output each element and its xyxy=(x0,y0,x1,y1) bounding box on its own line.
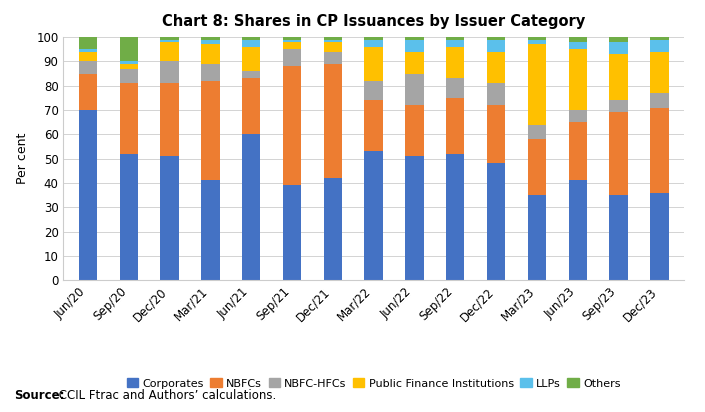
Bar xyxy=(650,37,668,40)
Bar xyxy=(79,49,97,52)
Bar xyxy=(324,52,342,64)
Bar xyxy=(528,44,546,124)
Bar xyxy=(79,74,97,110)
Bar xyxy=(487,37,505,40)
Bar xyxy=(364,151,383,280)
Bar xyxy=(446,98,465,154)
Bar xyxy=(405,52,424,73)
Bar xyxy=(120,61,138,64)
Bar xyxy=(405,40,424,52)
Bar xyxy=(609,100,627,112)
Bar xyxy=(161,37,179,40)
Bar xyxy=(650,193,668,280)
Bar xyxy=(120,64,138,69)
Bar xyxy=(446,40,465,47)
Bar xyxy=(242,78,260,134)
Bar xyxy=(405,73,424,105)
Bar xyxy=(650,52,668,93)
Bar xyxy=(528,195,546,280)
Bar xyxy=(364,100,383,151)
Bar xyxy=(242,40,260,47)
Bar xyxy=(405,105,424,156)
Bar xyxy=(528,124,546,139)
Y-axis label: Per cent: Per cent xyxy=(16,133,30,184)
Legend: Corporates, NBFCs, NBFC-HFCs, Public Finance Institutions, LLPs, Others: Corporates, NBFCs, NBFC-HFCs, Public Fin… xyxy=(127,378,620,389)
Bar xyxy=(120,83,138,154)
Bar xyxy=(650,40,668,52)
Bar xyxy=(283,66,301,185)
Bar xyxy=(283,40,301,42)
Bar xyxy=(364,81,383,100)
Bar xyxy=(324,42,342,52)
Bar xyxy=(120,37,138,61)
Bar xyxy=(79,37,97,49)
Bar xyxy=(161,61,179,83)
Bar xyxy=(324,178,342,280)
Bar xyxy=(242,37,260,40)
Bar xyxy=(528,37,546,40)
Bar xyxy=(161,42,179,61)
Bar xyxy=(487,83,505,105)
Bar xyxy=(568,42,587,49)
Bar xyxy=(609,54,627,100)
Bar xyxy=(650,108,668,193)
Bar xyxy=(609,195,627,280)
Bar xyxy=(161,40,179,42)
Bar xyxy=(201,40,219,44)
Bar xyxy=(79,52,97,61)
Bar xyxy=(487,164,505,280)
Bar xyxy=(79,110,97,280)
Bar xyxy=(242,47,260,71)
Bar xyxy=(242,71,260,78)
Bar xyxy=(528,139,546,195)
Bar xyxy=(120,69,138,83)
Bar xyxy=(405,37,424,40)
Bar xyxy=(364,40,383,47)
Bar xyxy=(283,42,301,49)
Bar xyxy=(487,52,505,83)
Bar xyxy=(609,42,627,54)
Bar xyxy=(283,37,301,40)
Bar xyxy=(324,37,342,40)
Bar xyxy=(405,156,424,280)
Bar xyxy=(161,156,179,280)
Bar xyxy=(324,40,342,42)
Bar xyxy=(487,40,505,52)
Bar xyxy=(568,37,587,42)
Bar xyxy=(364,37,383,40)
Bar xyxy=(568,180,587,280)
Bar xyxy=(283,49,301,66)
Bar xyxy=(609,112,627,195)
Text: Source:: Source: xyxy=(14,389,65,402)
Bar xyxy=(446,47,465,78)
Bar xyxy=(79,61,97,73)
Bar xyxy=(120,154,138,280)
Bar xyxy=(364,47,383,81)
Bar xyxy=(528,40,546,44)
Bar xyxy=(324,64,342,178)
Bar xyxy=(568,122,587,180)
Bar xyxy=(446,154,465,280)
Bar xyxy=(201,44,219,64)
Bar xyxy=(568,49,587,110)
Bar xyxy=(283,185,301,280)
Bar xyxy=(487,105,505,164)
Bar xyxy=(201,37,219,40)
Bar xyxy=(201,81,219,180)
Bar xyxy=(242,134,260,280)
Bar xyxy=(201,64,219,81)
Bar xyxy=(609,37,627,42)
Bar xyxy=(446,78,465,98)
Title: Chart 8: Shares in CP Issuances by Issuer Category: Chart 8: Shares in CP Issuances by Issue… xyxy=(162,14,585,29)
Bar xyxy=(446,37,465,40)
Bar xyxy=(568,110,587,122)
Text: CCIL Ftrac and Authors’ calculations.: CCIL Ftrac and Authors’ calculations. xyxy=(55,389,276,402)
Bar xyxy=(161,83,179,156)
Bar xyxy=(201,180,219,280)
Bar xyxy=(650,93,668,108)
